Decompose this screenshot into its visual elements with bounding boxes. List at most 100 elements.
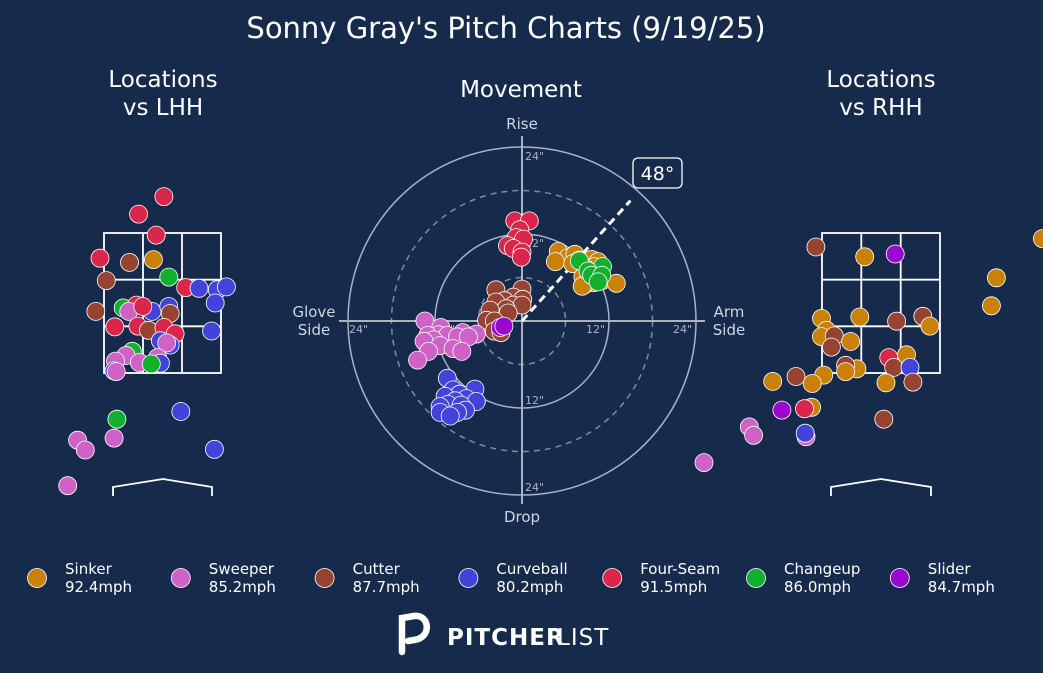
lhh-point-curveball bbox=[189, 278, 209, 298]
rhh-title-line-2: vs RHH bbox=[839, 95, 922, 121]
lhh-point-curveball bbox=[205, 293, 225, 313]
rhh-point-slider bbox=[885, 244, 905, 264]
chart-title: Sonny Gray's Pitch Charts (9/19/25) bbox=[246, 11, 765, 45]
lhh-point-cutter bbox=[86, 301, 106, 321]
direction-label-drop: Drop bbox=[504, 508, 540, 526]
movement-point-slider bbox=[494, 316, 514, 336]
lhh-point-curveball bbox=[204, 439, 224, 459]
lhh-pitch-points bbox=[58, 187, 236, 496]
legend-marker-sinker bbox=[27, 568, 47, 588]
rhh-point-cutter bbox=[874, 409, 894, 429]
ring-label-right-inner: 12" bbox=[586, 323, 605, 336]
lhh-point-changeup bbox=[159, 267, 179, 287]
brand-logo: PITCHER LIST bbox=[398, 612, 609, 656]
rhh-point-sinker bbox=[982, 296, 1001, 316]
rhh-point-cutter bbox=[887, 311, 906, 331]
rhh-point-slider bbox=[772, 400, 792, 420]
movement-point-sinker bbox=[546, 252, 565, 272]
legend-label-four-seam: Four-Seam bbox=[640, 560, 720, 578]
rhh-point-sinker bbox=[802, 374, 822, 393]
ring-label-right-outer: 24" bbox=[673, 323, 692, 336]
legend-velo-curveball: 80.2mph bbox=[496, 578, 563, 596]
legend-velo-slider: 84.7mph bbox=[928, 578, 995, 596]
rhh-point-cutter bbox=[806, 237, 826, 257]
locations-rhh-panel: Locations vs RHH bbox=[694, 67, 1043, 496]
arm-angle-label: 48° bbox=[641, 163, 675, 185]
legend-marker-four-seam bbox=[602, 568, 623, 588]
movement-point-sweeper bbox=[452, 341, 472, 361]
lhh-point-four-seam bbox=[154, 187, 174, 207]
rhh-point-sinker bbox=[763, 371, 783, 391]
rhh-point-sinker bbox=[876, 373, 896, 393]
brand-name-bold: PITCHER bbox=[447, 625, 565, 651]
lhh-point-sweeper bbox=[104, 428, 124, 448]
rhh-pitch-points bbox=[694, 229, 1043, 473]
lhh-point-cutter bbox=[120, 252, 139, 272]
movement-panel: Movement 24" 12" 12" 24" 24" 12" 12" 24"… bbox=[292, 77, 745, 526]
legend-velo-four-seam: 91.5mph bbox=[640, 578, 707, 596]
direction-label-arm-1: Arm bbox=[714, 303, 745, 321]
movement-point-changeup bbox=[588, 272, 608, 292]
ring-label-top: 24" bbox=[525, 150, 544, 163]
arm-angle-label-box bbox=[632, 157, 683, 189]
lhh-point-sweeper bbox=[157, 333, 177, 353]
lhh-point-sweeper bbox=[75, 440, 95, 460]
legend-label-curveball: Curveball bbox=[496, 560, 567, 578]
legend-label-changeup: Changeup bbox=[784, 560, 860, 578]
rhh-point-cutter bbox=[786, 367, 806, 386]
rhh-point-sinker bbox=[841, 332, 860, 351]
rhh-title-line-1: Locations bbox=[826, 67, 935, 93]
lhh-home-plate bbox=[112, 478, 213, 496]
direction-label-glove-2: Side bbox=[298, 321, 330, 339]
legend-marker-slider bbox=[889, 568, 910, 588]
lhh-point-curveball bbox=[216, 277, 236, 297]
lhh-point-sinker bbox=[143, 250, 163, 270]
brand-name-light: LIST bbox=[557, 625, 609, 651]
lhh-point-curveball bbox=[202, 321, 222, 341]
rhh-home-plate bbox=[830, 478, 932, 496]
rhh-point-sinker bbox=[850, 307, 870, 327]
rhh-point-sinker bbox=[1033, 229, 1043, 248]
rhh-point-sinker bbox=[855, 247, 875, 267]
direction-label-glove-1: Glove bbox=[292, 303, 335, 321]
legend-velo-sinker: 92.4mph bbox=[65, 578, 132, 596]
legend-label-cutter: Cutter bbox=[353, 560, 401, 578]
lhh-point-changeup bbox=[107, 409, 127, 429]
pitcherlist-logo-icon bbox=[398, 612, 430, 656]
legend-label-sinker: Sinker bbox=[65, 560, 113, 578]
ring-label-lower-inner: 12" bbox=[525, 394, 544, 407]
legend-velo-changeup: 86.0mph bbox=[784, 578, 851, 596]
rhh-point-sweeper bbox=[744, 425, 763, 445]
lhh-point-cutter bbox=[96, 271, 116, 291]
direction-labels: Rise Drop Glove Side Arm Side bbox=[292, 115, 745, 526]
rhh-point-cutter bbox=[903, 372, 923, 392]
lhh-point-curveball bbox=[171, 402, 191, 421]
legend-label-sweeper: Sweeper bbox=[209, 560, 275, 578]
movement-point-curveball bbox=[440, 406, 460, 426]
locations-lhh-panel: Locations vs LHH bbox=[58, 67, 236, 496]
direction-label-rise: Rise bbox=[506, 115, 538, 133]
lhh-point-four-seam bbox=[133, 297, 153, 316]
ring-label-bottom: 24" bbox=[525, 481, 544, 494]
rhh-point-sinker bbox=[987, 268, 1006, 288]
rhh-point-sweeper bbox=[694, 453, 714, 473]
movement-point-four-seam bbox=[511, 247, 531, 267]
lhh-point-sweeper bbox=[106, 362, 126, 382]
legend-velo-sweeper: 85.2mph bbox=[209, 578, 276, 596]
rhh-point-four-seam bbox=[795, 399, 814, 419]
direction-label-arm-2: Side bbox=[713, 321, 745, 339]
legend-marker-curveball bbox=[458, 568, 479, 588]
movement-pitch-points bbox=[408, 211, 626, 426]
ring-labels: 24" 12" 12" 24" 24" 12" 12" 24" bbox=[349, 150, 692, 494]
lhh-point-four-seam bbox=[105, 317, 125, 337]
legend-marker-cutter bbox=[314, 568, 335, 588]
rhh-point-curveball bbox=[795, 423, 815, 443]
legend-label-slider: Slider bbox=[928, 560, 972, 578]
lhh-title-line-2: vs LHH bbox=[123, 95, 203, 121]
movement-point-sweeper bbox=[408, 350, 428, 370]
lhh-point-sweeper bbox=[58, 476, 78, 496]
lhh-title-line-1: Locations bbox=[108, 67, 217, 93]
lhh-point-four-seam bbox=[146, 225, 166, 245]
